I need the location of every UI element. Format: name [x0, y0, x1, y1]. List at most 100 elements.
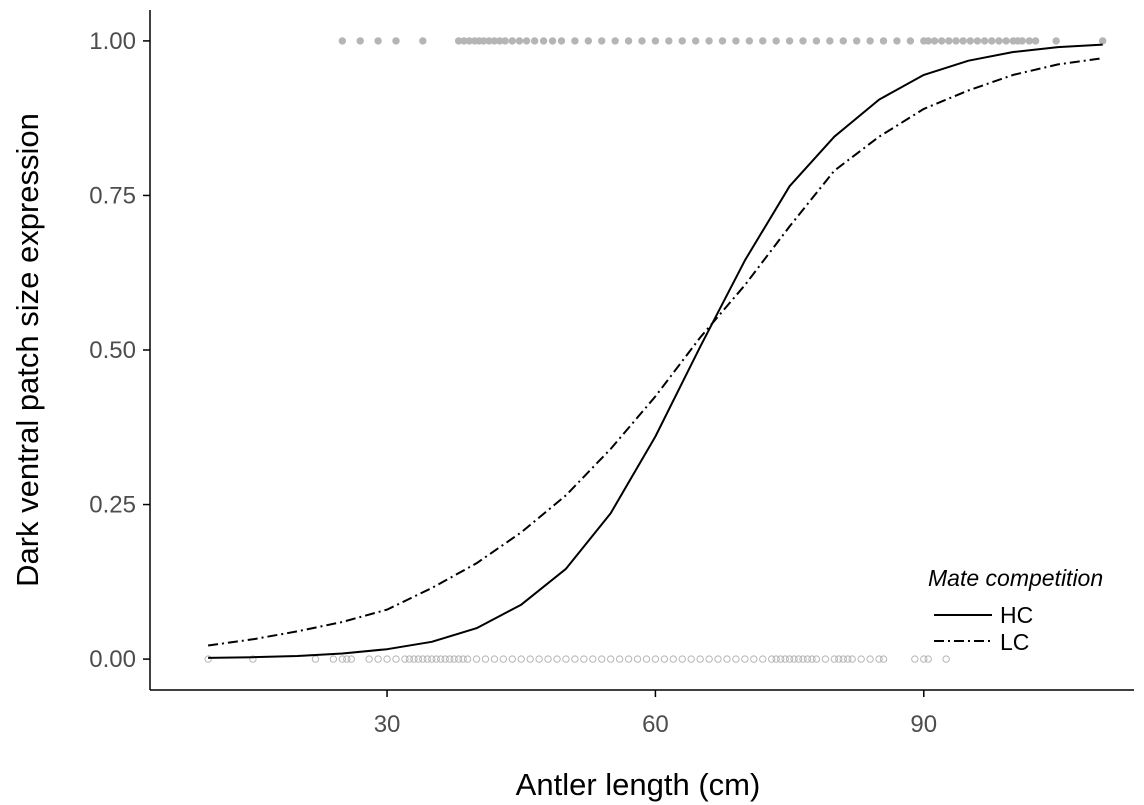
y-tick-label: 0.50	[89, 337, 136, 364]
x-tick-label: 60	[642, 711, 669, 738]
observation-point-1	[759, 37, 767, 45]
fitted-curves	[207, 43, 1103, 659]
observation-point-0	[714, 655, 722, 663]
observation-point-1	[973, 37, 982, 45]
observation-point-0	[450, 655, 458, 663]
observation-point-0	[732, 655, 740, 663]
observation-point-0	[723, 655, 731, 663]
observation-point-0	[696, 655, 704, 663]
y-tick-label: 1.00	[89, 28, 136, 55]
x-axis-ticks: 30 60 90	[374, 690, 937, 738]
observation-point-1	[826, 37, 834, 45]
observation-point-0	[383, 655, 391, 663]
observation-point-1	[678, 37, 686, 45]
observation-point-1	[651, 37, 660, 45]
observation-point-0	[678, 655, 686, 663]
observation-point-0	[844, 655, 852, 663]
observation-point-0	[249, 655, 257, 663]
observation-point-1	[665, 37, 673, 45]
observation-point-0	[508, 655, 516, 663]
observation-point-0	[830, 655, 839, 663]
observation-point-0	[942, 655, 950, 663]
y-axis-title: Dark ventral patch size expression	[10, 113, 45, 587]
observation-point-0	[866, 655, 874, 663]
observation-point-1	[705, 37, 713, 45]
observation-point-0	[410, 655, 418, 663]
observation-point-1	[866, 37, 874, 45]
observation-point-0	[651, 655, 660, 663]
observation-point-1	[1025, 37, 1034, 45]
observation-point-0	[392, 655, 400, 663]
observation-point-0	[924, 655, 932, 663]
observation-point-1	[571, 37, 579, 45]
observation-point-0	[589, 655, 597, 663]
observation-point-0	[374, 655, 382, 663]
observation-point-1	[584, 37, 593, 45]
legend-label-hc: HC	[1000, 602, 1033, 628]
observation-point-0	[365, 655, 373, 663]
observation-point-0	[879, 655, 888, 663]
y-tick-label: 0.25	[89, 492, 136, 519]
observation-point-1	[598, 37, 606, 45]
observation-point-1	[732, 37, 740, 45]
observation-point-1	[1018, 37, 1026, 45]
observation-point-0	[544, 655, 552, 663]
observation-point-1	[893, 37, 901, 45]
observation-point-1	[937, 37, 946, 45]
observation-point-0	[459, 655, 467, 663]
observation-point-0	[606, 655, 615, 663]
observation-point-0	[920, 655, 928, 663]
y-tick-label: 0.75	[89, 182, 136, 209]
observation-point-1	[515, 37, 524, 45]
observation-point-1	[508, 37, 516, 45]
observation-point-1	[879, 37, 888, 45]
observation-point-1	[1098, 37, 1107, 45]
observation-point-1	[995, 37, 1003, 45]
observation-point-0	[562, 655, 570, 663]
observation-point-0	[401, 655, 409, 663]
series-line-hc	[208, 43, 1103, 659]
observation-point-0	[437, 655, 445, 663]
observation-point-1	[522, 37, 531, 45]
observation-point-0	[669, 655, 678, 663]
observation-point-0	[785, 655, 794, 663]
observation-point-0	[571, 655, 579, 663]
observation-point-0	[776, 655, 785, 663]
observation-point-1	[852, 37, 861, 45]
observation-point-0	[419, 655, 427, 663]
observation-point-0	[705, 655, 713, 663]
observation-point-1	[1031, 37, 1040, 45]
observation-point-0	[790, 655, 798, 663]
x-axis-title: Antler length (cm)	[516, 767, 761, 802]
observation-point-1	[638, 37, 646, 45]
observation-point-0	[821, 655, 830, 663]
observation-point-0	[499, 655, 508, 663]
observation-point-0	[781, 655, 789, 663]
observation-point-0	[347, 655, 355, 663]
observation-point-0	[463, 655, 472, 663]
observation-point-1	[1052, 37, 1060, 45]
observation-point-1	[959, 37, 967, 45]
observation-point-0	[445, 655, 454, 663]
observation-point-1	[611, 37, 619, 45]
observation-point-0	[642, 655, 651, 663]
observation-point-0	[799, 655, 807, 663]
observation-point-0	[553, 655, 561, 663]
observation-point-0	[338, 655, 347, 663]
observation-point-0	[768, 655, 776, 663]
observation-point-0	[835, 655, 843, 663]
observation-point-0	[405, 655, 414, 663]
observation-point-0	[481, 655, 490, 663]
observation-point-0	[329, 655, 338, 663]
observation-point-1	[548, 37, 557, 45]
observation-point-0	[343, 655, 351, 663]
observation-point-0	[772, 655, 780, 663]
observation-point-0	[204, 655, 212, 663]
observation-point-1	[338, 37, 347, 45]
legend-title: Mate competition	[928, 565, 1103, 591]
observation-point-1	[799, 37, 807, 45]
observation-point-0	[490, 655, 499, 663]
observation-point-0	[615, 655, 624, 663]
observation-point-0	[432, 655, 440, 663]
